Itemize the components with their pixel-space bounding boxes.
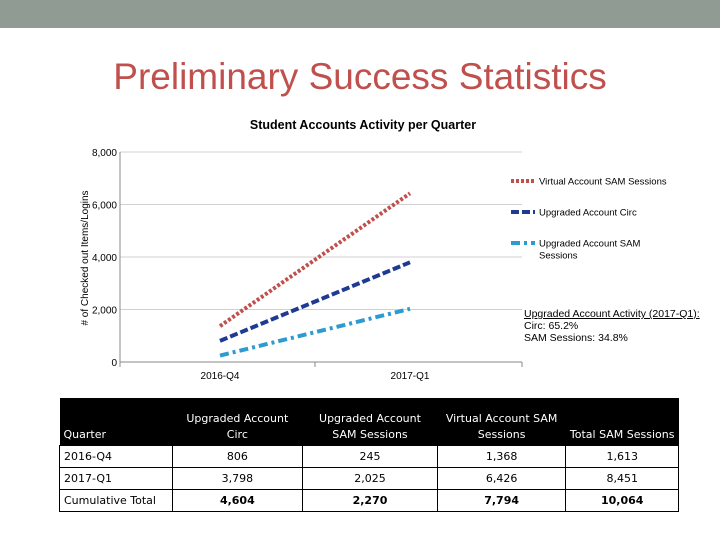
legend-label: Upgraded Account SAM Sessions <box>539 239 640 262</box>
table-cell: 3,798 <box>171 467 304 490</box>
table-cell: 1,368 <box>436 445 567 468</box>
table-cell: Cumulative Total <box>59 489 173 512</box>
series-line-2 <box>219 260 411 343</box>
top-bar <box>0 0 720 28</box>
line-chart: Student Accounts Activity per Quarter # o… <box>80 118 667 382</box>
header-total-sam: Total SAM Sessions <box>565 398 679 446</box>
annotation-line-sam: SAM Sessions: 34.8% <box>524 332 628 344</box>
table-row: 2017-Q1 3,798 2,025 6,426 8,451 <box>59 467 679 490</box>
table-cell: 2,270 <box>302 489 438 512</box>
table-cell: 2,025 <box>302 467 438 490</box>
chart-title: Student Accounts Activity per Quarter <box>250 118 476 132</box>
legend-label: Upgraded Account Circ <box>539 208 637 219</box>
table-cell: 6,426 <box>436 467 567 490</box>
table-cell: 1,613 <box>565 445 679 468</box>
table-cell: 2016-Q4 <box>59 445 173 468</box>
series-line-3 <box>219 306 411 358</box>
header-quarter: Quarter <box>59 398 173 446</box>
table-header-row: Quarter Upgraded Account Circ Upgraded A… <box>59 398 679 446</box>
annotation-line-circ: Circ: 65.2% <box>524 320 579 332</box>
table-row-total: Cumulative Total 4,604 2,270 7,794 10,06… <box>59 489 679 512</box>
legend-label: Virtual Account SAM Sessions <box>539 177 667 188</box>
y-tick-label: 8,000 <box>92 148 117 159</box>
header-upgraded-sam: Upgraded Account SAM Sessions <box>302 398 438 446</box>
x-tick-label: 2016-Q4 <box>201 371 240 382</box>
stats-table: Quarter Upgraded Account Circ Upgraded A… <box>59 398 679 512</box>
series-line-1 <box>218 191 412 328</box>
table-cell: 8,451 <box>565 467 679 490</box>
y-tick-label: 0 <box>111 358 117 369</box>
table-row: 2016-Q4 806 245 1,368 1,613 <box>59 445 679 468</box>
x-tick-label: 2017-Q1 <box>391 371 430 382</box>
header-upgraded-circ: Upgraded Account Circ <box>172 398 303 446</box>
table-cell: 10,064 <box>565 489 679 512</box>
table-cell: 806 <box>171 445 304 468</box>
y-tick-label: 2,000 <box>92 306 117 317</box>
chart-annotation: Upgraded Account Activity (2017-Q1): Cir… <box>524 308 700 344</box>
header-virtual-sam: Virtual Account SAM Sessions <box>437 398 566 446</box>
slide-title: Preliminary Success Statistics <box>113 56 607 97</box>
annotation-heading: Upgraded Account Activity (2017-Q1): <box>524 308 700 320</box>
table-cell: 4,604 <box>171 489 304 512</box>
table-cell: 7,794 <box>436 489 567 512</box>
y-tick-label: 4,000 <box>92 253 117 264</box>
table-cell: 2017-Q1 <box>59 467 173 490</box>
y-axis-label: # of Checked out Items/Logins <box>80 190 91 325</box>
y-tick-label: 6,000 <box>92 201 117 212</box>
table-cell: 245 <box>302 445 438 468</box>
